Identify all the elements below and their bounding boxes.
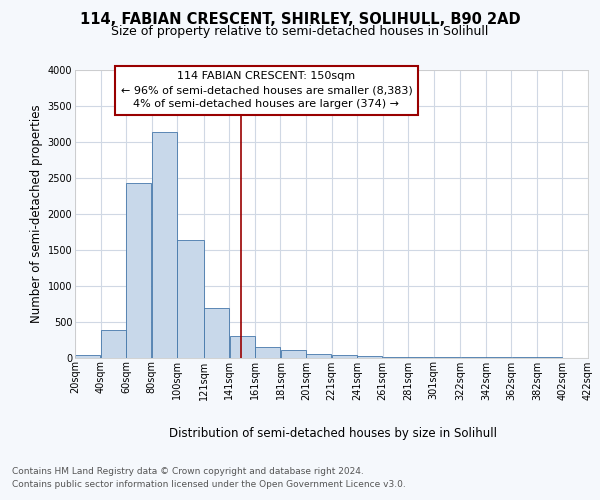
Bar [383,357,408,358]
Bar [75,354,100,358]
Bar [101,330,126,357]
Bar [281,350,306,358]
Text: 114, FABIAN CRESCENT, SHIRLEY, SOLIHULL, B90 2AD: 114, FABIAN CRESCENT, SHIRLEY, SOLIHULL,… [80,12,520,28]
Text: Distribution of semi-detached houses by size in Solihull: Distribution of semi-detached houses by … [169,428,497,440]
Text: Size of property relative to semi-detached houses in Solihull: Size of property relative to semi-detach… [112,25,488,38]
Y-axis label: Number of semi-detached properties: Number of semi-detached properties [31,104,43,323]
Bar [204,308,229,358]
Text: Contains HM Land Registry data © Crown copyright and database right 2024.: Contains HM Land Registry data © Crown c… [12,468,364,476]
Text: 114 FABIAN CRESCENT: 150sqm
← 96% of semi-detached houses are smaller (8,383)
4%: 114 FABIAN CRESCENT: 150sqm ← 96% of sem… [121,72,412,110]
Bar [178,240,203,358]
Bar [255,346,280,358]
Bar [306,354,331,358]
Bar [357,356,382,358]
Text: Contains public sector information licensed under the Open Government Licence v3: Contains public sector information licen… [12,480,406,489]
Bar [152,132,177,358]
Bar [127,183,151,358]
Bar [230,336,254,357]
Bar [332,356,357,358]
